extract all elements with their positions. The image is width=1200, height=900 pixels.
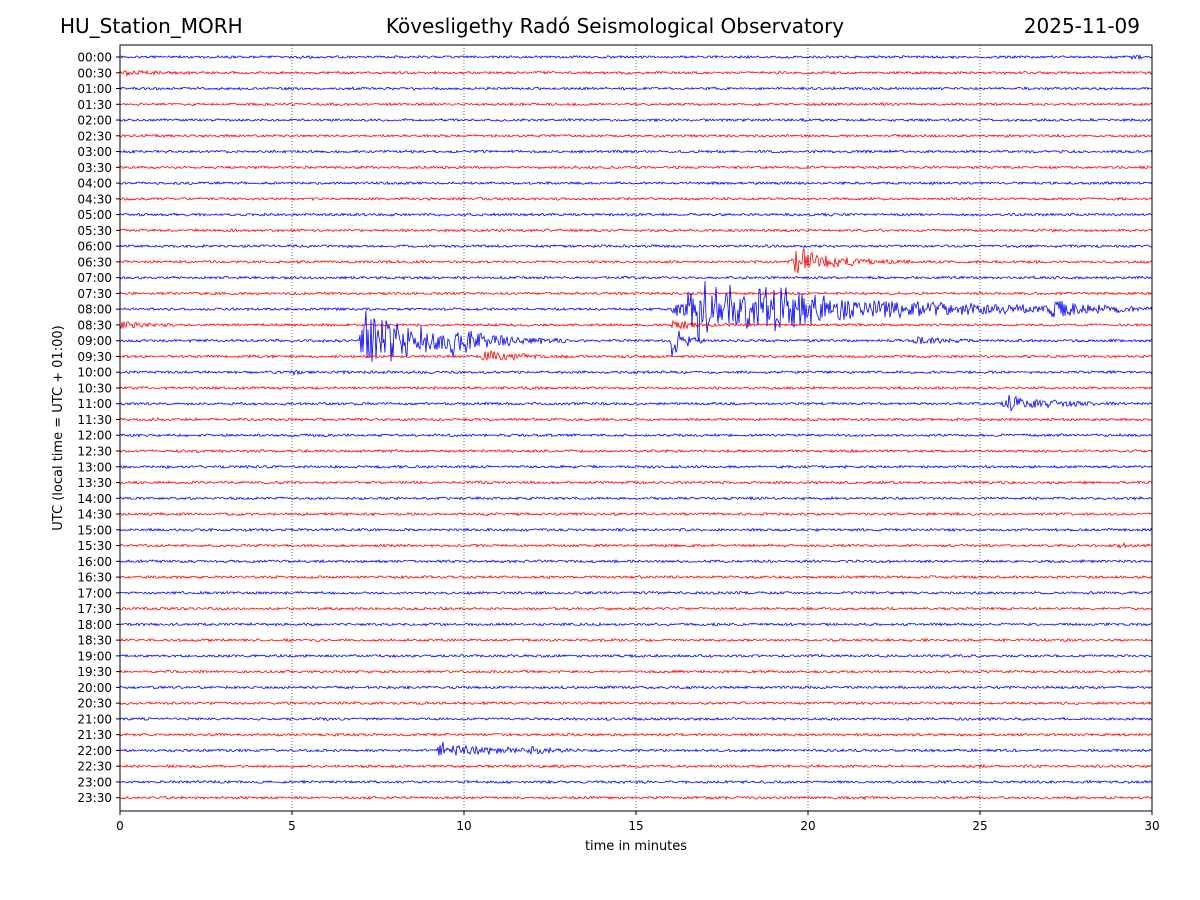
trace-0800 [119,281,1153,341]
trace-0630 [119,248,1153,274]
trace-0930 [119,350,1153,362]
y-tick-label-0630: 06:30 [77,255,112,269]
trace-1900 [119,653,1153,659]
trace-0130 [119,101,1153,107]
x-tick-label-0: 0 [116,819,124,833]
y-tick-label-1800: 18:00 [77,618,112,632]
trace-1700 [119,590,1153,596]
y-tick-label-2230: 22:30 [77,760,112,774]
y-tick-label-0930: 09:30 [77,350,112,364]
y-tick-label-1730: 17:30 [77,602,112,616]
y-tick-label-0900: 09:00 [77,334,112,348]
y-tick-label-0030: 00:30 [77,66,112,80]
y-tick-label-1100: 11:00 [77,397,112,411]
y-tick-label-1930: 19:30 [77,665,112,679]
y-tick-label-0600: 06:00 [77,240,112,254]
y-tick-label-1230: 12:30 [77,445,112,459]
trace-1330 [119,480,1153,485]
y-tick-label-0530: 05:30 [77,224,112,238]
trace-1200 [119,433,1153,438]
x-axis: 0 5 10 15 20 25 30 [116,811,1160,833]
y-tick-label-0100: 01:00 [77,82,112,96]
trace-1500 [119,527,1153,533]
y-tick-label-2100: 21:00 [77,712,112,726]
trace-1000 [119,369,1153,376]
y-tick-label-0830: 08:30 [77,318,112,332]
trace-0500 [119,212,1153,217]
y-tick-label-0500: 05:00 [77,208,112,222]
x-axis-label: time in minutes [585,839,687,854]
x-tick-label-5: 5 [288,819,296,833]
y-tick-label-1630: 16:30 [77,571,112,585]
y-tick-label-0230: 02:30 [77,129,112,143]
y-tick-label-1500: 15:00 [77,523,112,537]
record-date: 2025-11-09 [1023,14,1140,38]
y-tick-label-0000: 00:00 [77,51,112,65]
y-tick-label-0330: 03:30 [77,161,112,175]
y-tick-label-2300: 23:00 [77,775,112,789]
y-tick-label-2200: 22:00 [77,744,112,758]
y-tick-label-2030: 20:30 [77,697,112,711]
trace-0030 [119,69,1153,78]
y-tick-label-0130: 01:30 [77,98,112,112]
y-tick-label-0430: 04:30 [77,192,112,206]
trace-0430 [119,196,1153,202]
y-tick-label-0800: 08:00 [77,303,112,317]
y-axis-label: UTC (local time = UTC + 01:00) [51,325,66,530]
y-tick-label-1430: 14:30 [77,508,112,522]
y-tick-label-1830: 18:30 [77,634,112,648]
y-tick-label-1330: 13:30 [77,476,112,490]
y-tick-label-1000: 10:00 [77,366,112,380]
y-tick-label-2130: 21:30 [77,728,112,742]
y-tick-label-1030: 10:30 [77,381,112,395]
y-tick-label-0200: 02:00 [77,114,112,128]
x-tick-label-25: 25 [972,819,987,833]
y-tick-label-1600: 16:00 [77,555,112,569]
y-tick-label-1200: 12:00 [77,429,112,443]
y-tick-label-1530: 15:30 [77,539,112,553]
trace-0530 [119,228,1153,233]
trace-2230 [119,763,1152,769]
trace-2330 [119,795,1153,801]
trace-0330 [119,165,1153,170]
y-tick-label-1900: 19:00 [77,649,112,663]
x-tick-label-30: 30 [1144,819,1159,833]
y-tick-label-1400: 14:00 [77,492,112,506]
y-tick-label-2000: 20:00 [77,681,112,695]
y-tick-label-0400: 04:00 [77,177,112,191]
observatory-title: Kövesligethy Radó Seismological Observat… [385,14,845,38]
trace-0230 [119,133,1153,139]
y-tick-label-1700: 17:00 [77,586,112,600]
x-tick-label-10: 10 [456,819,471,833]
x-tick-label-15: 15 [628,819,643,833]
trace-0200 [119,117,1153,123]
trace-2130 [119,732,1153,738]
grid-layer [291,45,981,811]
y-tick-label-0730: 07:30 [77,287,112,301]
y-tick-label-0300: 03:00 [77,145,112,159]
y-tick-label-1130: 11:30 [77,413,112,427]
y-tick-label-1300: 13:00 [77,460,112,474]
station-name: HU_Station_MORH [60,14,243,38]
y-tick-label-0700: 07:00 [77,271,112,285]
y-tick-label-2330: 23:30 [77,791,112,805]
x-tick-label-20: 20 [800,819,815,833]
